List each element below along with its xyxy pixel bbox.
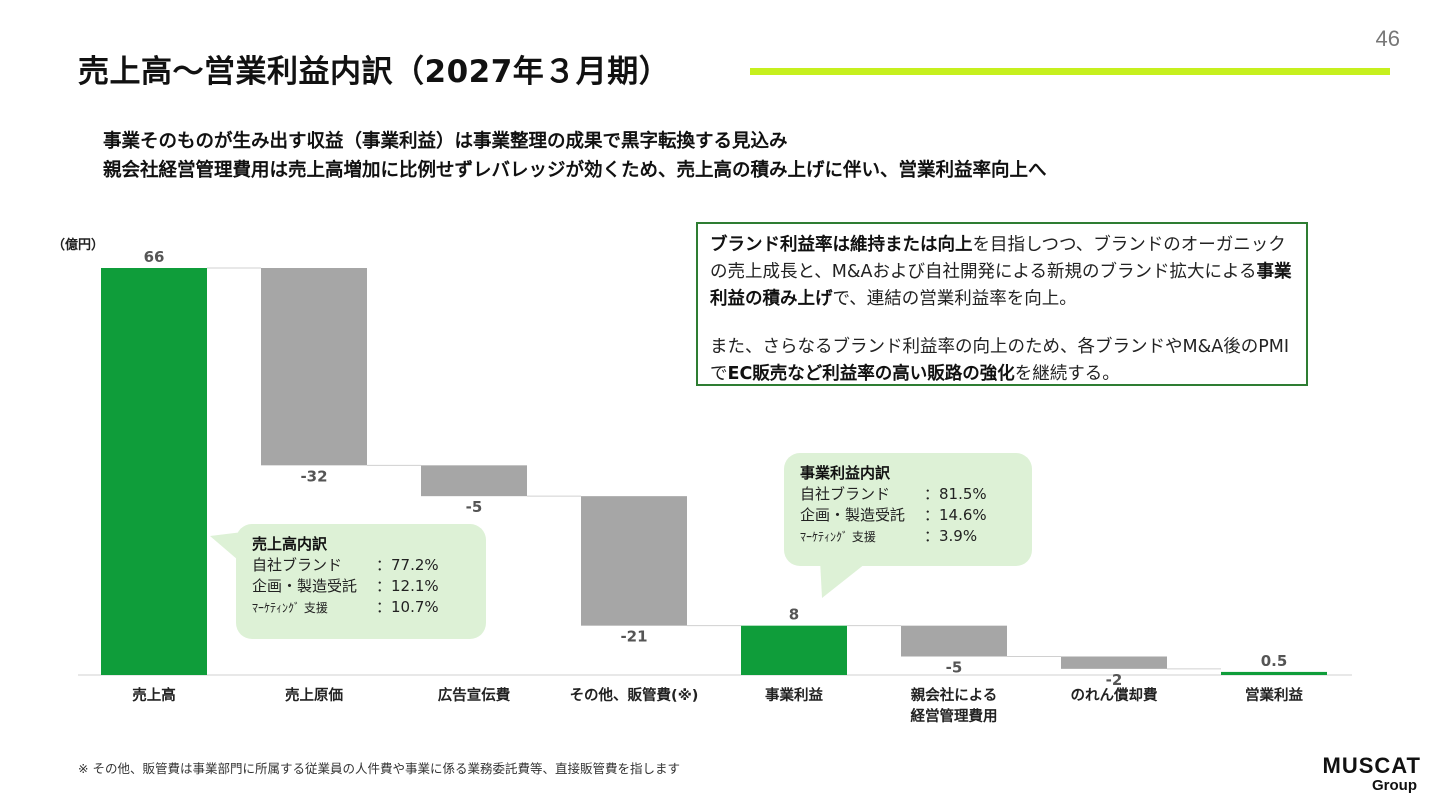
- breakdown-value: ：81.5%: [924, 485, 987, 503]
- note-p1-run-3: で、連結の営業利益率を向上。: [832, 289, 1077, 309]
- breakdown-label: 自社ブランド: [252, 556, 343, 574]
- data-label: -2: [1106, 671, 1123, 689]
- waterfall-bar: [581, 496, 687, 626]
- data-label: 8: [789, 606, 799, 624]
- category-label: その他、販管費(※): [570, 686, 699, 704]
- waterfall-bar: [741, 625, 847, 675]
- footnote: ※ その他、販管費は事業部門に所属する従業員の人件費や事業に係る業務委託費等、直…: [78, 761, 680, 776]
- breakdown-value: ：77.2%: [376, 556, 439, 574]
- op-callout-pointer: [820, 560, 870, 598]
- data-label: -21: [620, 628, 647, 646]
- sales-breakdown-callout: 売上高内訳 自社ブランド ：77.2% 企画・製造受託 ：12.1% ﾏｰｹﾃｨﾝｸ…: [236, 524, 486, 639]
- company-logo: MUSCAT Group: [1303, 753, 1421, 797]
- logo-brand: MUSCAT: [1322, 753, 1421, 778]
- note-p2-run-1: EC販売など利益率の高い販路の強化: [727, 364, 1015, 384]
- category-label: 売上高: [132, 686, 176, 704]
- note-p1-run-0: ブランド利益率は維持または向上: [710, 235, 973, 255]
- note-p1-run-2: 事業利益の積み上げ: [710, 262, 1292, 309]
- category-label: 事業利益: [765, 686, 823, 704]
- breakdown-label: ﾏｰｹﾃｨﾝｸﾞ 支援: [800, 530, 876, 544]
- category-label: 営業利益: [1245, 686, 1303, 704]
- note-paragraph-1: ブランド利益率は維持または向上を目指しつつ、ブランドのオーガニックの売上成長と、…: [710, 232, 1294, 313]
- page-title: 売上高～営業利益内訳（2027年３月期）: [78, 54, 671, 90]
- waterfall-bar: [901, 625, 1007, 657]
- strategy-note-box: ブランド利益率は維持または向上を目指しつつ、ブランドのオーガニックの売上成長と、…: [696, 222, 1308, 386]
- breakdown-value: ：10.7%: [376, 598, 439, 616]
- page-number: 46: [1375, 26, 1400, 51]
- category-label: のれん償却費: [1071, 686, 1158, 704]
- waterfall-bar: [421, 465, 527, 497]
- category-label: 経営管理費用: [911, 707, 998, 725]
- op-breakdown-title: 事業利益内訳: [800, 464, 891, 482]
- op-breakdown-row: 自社ブランド ：81.5%: [800, 484, 1016, 505]
- logo-subtext: Group: [1372, 777, 1417, 794]
- note-p2-run-0: また、さらなるブランド利益率の向上のため、各ブランドやM&A後のPMIで: [710, 337, 1290, 384]
- breakdown-value: ：3.9%: [924, 527, 978, 545]
- breakdown-label: 企画・製造受託: [252, 577, 358, 595]
- lead-line-2: 親会社経営管理費用は売上高増加に比例せずレバレッジが効くため、売上高の積み上げに…: [103, 160, 1047, 181]
- waterfall-bar: [1221, 671, 1327, 675]
- breakdown-label: ﾏｰｹﾃｨﾝｸﾞ 支援: [252, 601, 328, 615]
- note-p1-run-1: を目指しつつ、ブランドのオーガニックの売上成長と、M&Aおよび自社開発による新規…: [710, 235, 1286, 282]
- note-p2-run-2: を継続する。: [1014, 364, 1120, 384]
- breakdown-value: ：14.6%: [924, 506, 987, 524]
- op-breakdown-row: 企画・製造受託 ：14.6%: [800, 505, 1016, 526]
- note-paragraph-2: また、さらなるブランド利益率の向上のため、各ブランドやM&A後のPMIでEC販売…: [710, 334, 1294, 388]
- waterfall-bar: [261, 268, 367, 466]
- data-label: -32: [300, 467, 327, 485]
- operating-profit-breakdown-callout: 事業利益内訳 自社ブランド ：81.5% 企画・製造受託 ：14.6% ﾏｰｹﾃｨﾝ…: [784, 453, 1032, 566]
- lead-line-1: 事業そのものが生み出す収益（事業利益）は事業整理の成果で黒字転換する見込み: [103, 131, 788, 152]
- data-label: 0.5: [1261, 652, 1288, 670]
- sales-breakdown-title: 売上高内訳: [252, 535, 328, 553]
- op-breakdown-row: ﾏｰｹﾃｨﾝｸﾞ 支援 ：3.9%: [800, 526, 1016, 548]
- breakdown-label: 企画・製造受託: [800, 506, 906, 524]
- waterfall-chart: （億円） 66 売上高 -32 売上原価 -5 広告宣伝費 -21 その他、販管費(※) 8 事業利…: [52, 237, 1352, 725]
- sales-breakdown-row: 自社ブランド ：77.2%: [252, 555, 470, 576]
- data-label: 66: [144, 248, 165, 266]
- category-label: 広告宣伝費: [438, 686, 511, 704]
- category-label: 売上原価: [285, 686, 343, 704]
- title-accent-rule: [750, 68, 1390, 75]
- waterfall-bar: [1061, 656, 1167, 669]
- category-label: 親会社による: [911, 686, 998, 704]
- unit-label: （億円）: [52, 237, 104, 253]
- breakdown-value: ：12.1%: [376, 577, 439, 595]
- data-label: -5: [466, 498, 483, 516]
- data-label: -5: [946, 659, 963, 677]
- sales-breakdown-row: ﾏｰｹﾃｨﾝｸﾞ 支援 ：10.7%: [252, 597, 470, 619]
- sales-breakdown-row: 企画・製造受託 ：12.1%: [252, 576, 470, 597]
- breakdown-label: 自社ブランド: [800, 485, 891, 503]
- waterfall-bar: [101, 268, 207, 675]
